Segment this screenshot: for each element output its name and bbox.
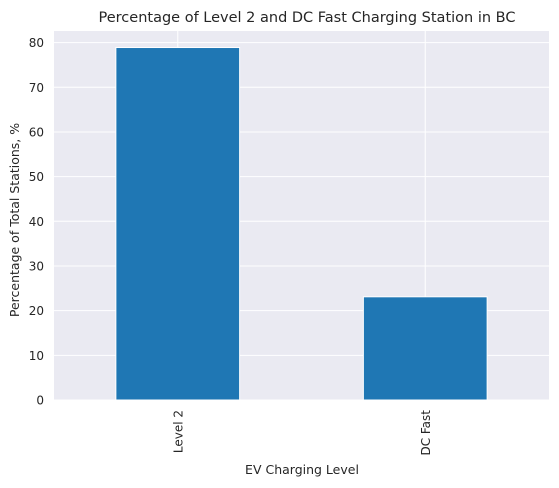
y-tick-label: 20 [29, 304, 44, 318]
x-axis-ticks: Level 2 DC Fast [171, 410, 433, 456]
y-tick-label: 40 [29, 215, 44, 229]
y-tick-label: 0 [36, 394, 44, 408]
x-tick-label: Level 2 [171, 410, 185, 453]
y-tick-label: 80 [29, 36, 44, 50]
bars [115, 47, 488, 401]
x-tick-label: DC Fast [419, 410, 433, 456]
bar-level-2 [115, 47, 241, 401]
y-tick-label: 70 [29, 81, 44, 95]
y-axis-label: Percentage of Total Stations, % [7, 123, 22, 317]
y-tick-label: 30 [29, 259, 44, 273]
bar-dc-fast [362, 296, 488, 401]
x-axis-label: EV Charging Level [245, 462, 359, 477]
chart-title: Percentage of Level 2 and DC Fast Chargi… [99, 10, 516, 26]
y-axis-ticks: 0 10 20 30 40 50 60 70 80 [29, 36, 44, 407]
y-tick-label: 50 [29, 170, 44, 184]
y-tick-label: 60 [29, 125, 44, 139]
y-tick-label: 10 [29, 349, 44, 363]
